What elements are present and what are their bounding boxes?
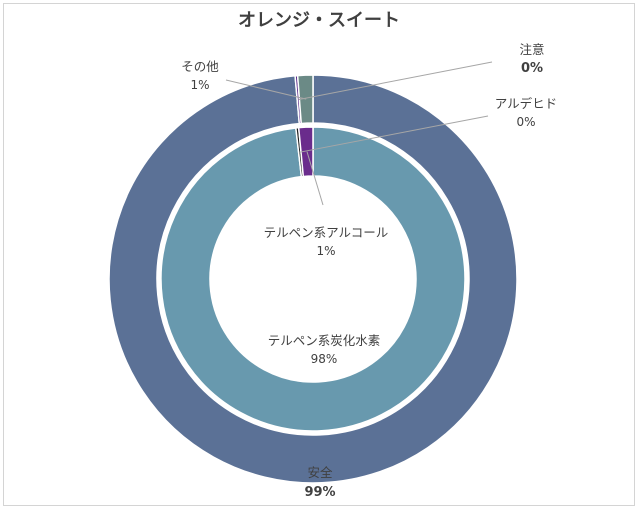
leader-aldehyde [299,115,489,153]
leader-other [225,79,307,100]
inner-segment-0 [160,126,466,432]
pct-terpene-alcohol: 1% [316,244,335,258]
leader-terpene-alcohol [306,151,324,206]
pct-aldehyde: 0% [516,115,535,129]
inner-ring [160,126,466,432]
label-terpene-alcohol: テルペン系アルコール [264,225,389,240]
chart-title: オレンジ・スイート [238,10,400,31]
pct-other: 1% [190,78,209,92]
leader-lines [225,61,493,206]
label-safe: 安全 [307,465,333,480]
label-caution: 注意 [519,42,544,57]
outer-segment-0 [108,74,518,484]
pct-terpene-hydrocarbon: 98% [311,352,338,366]
pct-safe: 99% [304,485,335,500]
label-terpene-hydrocarbon: テルペン系炭化水素 [268,333,381,348]
pct-caution: 0% [521,61,543,76]
inner-segment-2 [297,126,314,178]
leader-caution [298,61,493,101]
label-other: その他 [181,59,219,74]
outer-ring [108,74,518,484]
label-aldehyde: アルデヒド [495,96,557,111]
